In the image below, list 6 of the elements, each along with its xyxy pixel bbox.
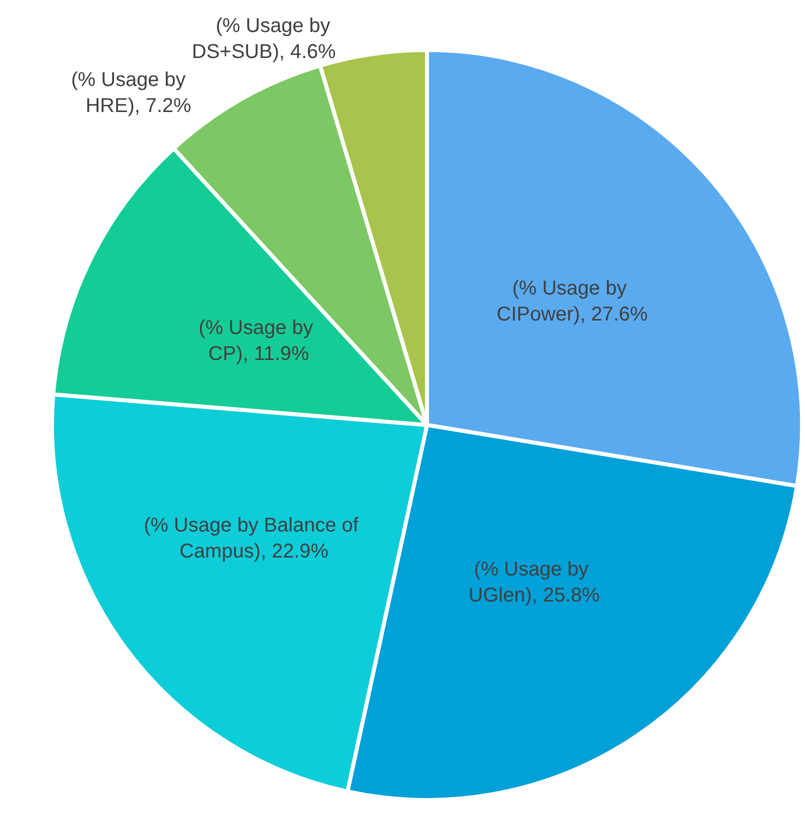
slice-label: (% Usage by DS+SUB), 4.6% xyxy=(192,15,336,64)
slice-label: (% Usage by Balance of Campus), 22.9% xyxy=(144,514,364,562)
slice-label: (% Usage by CIPower), 27.6% xyxy=(496,278,648,326)
slice-label: (% Usage by HRE), 7.2% xyxy=(71,69,192,118)
slice-label: (% Usage by CP), 11.9% xyxy=(198,317,314,366)
slice-label: (% Usage by UGlen), 25.8% xyxy=(468,558,600,607)
